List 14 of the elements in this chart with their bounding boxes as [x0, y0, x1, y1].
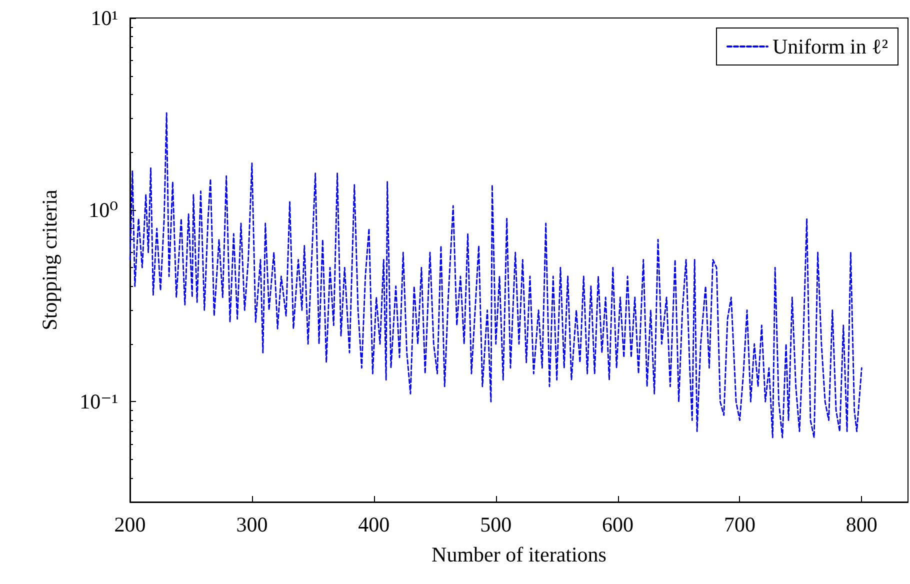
line-series [129, 112, 862, 438]
legend-label: Uniform in ℓ² [772, 34, 888, 58]
x-axis-title: Number of iterations [432, 542, 606, 566]
y-tick-label: 10⁰ [88, 198, 118, 222]
x-tick-label: 200 [114, 512, 146, 536]
x-tick-label: 700 [724, 512, 756, 536]
x-tick-label: 800 [846, 512, 878, 536]
y-tick-label: 10⁻¹ [80, 390, 118, 414]
x-tick-label: 600 [602, 512, 634, 536]
y-axis-title: Stopping criteria [38, 189, 62, 330]
x-tick-label: 300 [236, 512, 268, 536]
x-tick-label: 500 [480, 512, 512, 536]
x-tick-label: 400 [358, 512, 390, 536]
y-tick-label: 10¹ [90, 6, 118, 30]
